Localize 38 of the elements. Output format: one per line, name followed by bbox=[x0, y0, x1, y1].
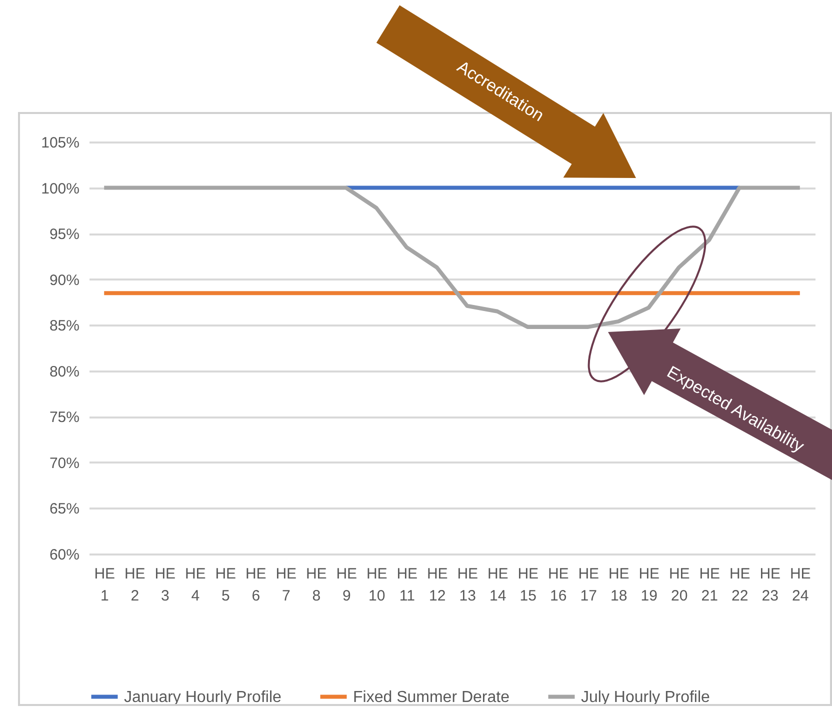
y-tick-label: 85% bbox=[49, 318, 80, 335]
legend-label: January Hourly Profile bbox=[124, 688, 282, 706]
legend-label: Fixed Summer Derate bbox=[353, 688, 510, 706]
x-tick-label: HE 16 bbox=[548, 566, 569, 604]
x-tick-label: HE 11 bbox=[396, 566, 418, 604]
x-tick-label: HE 17 bbox=[578, 566, 600, 604]
x-tick-label: HE 1 bbox=[94, 566, 116, 604]
y-tick-label: 75% bbox=[49, 409, 80, 426]
x-tick-label: HE 8 bbox=[306, 566, 327, 604]
x-tick-label: HE 6 bbox=[245, 566, 266, 604]
x-tick-label: HE 4 bbox=[184, 566, 206, 604]
x-tick-label: HE 24 bbox=[790, 566, 811, 604]
legend-label: July Hourly Profile bbox=[581, 688, 710, 706]
x-tick-label: HE 2 bbox=[124, 566, 146, 604]
x-tick-label: HE 22 bbox=[729, 566, 750, 604]
y-tick-label: 100% bbox=[41, 180, 80, 198]
line-series bbox=[102, 186, 802, 329]
y-tick-label: 105% bbox=[41, 134, 80, 152]
y-tick-label: 60% bbox=[49, 546, 80, 564]
y-tick-label: 90% bbox=[49, 272, 80, 289]
x-tick-label: HE 12 bbox=[426, 566, 448, 604]
y-tick-label: 70% bbox=[49, 454, 80, 472]
x-tick-label: HE 10 bbox=[366, 566, 388, 604]
x-tick-label: HE 21 bbox=[699, 566, 720, 604]
x-tick-label: HE 9 bbox=[336, 566, 358, 604]
x-tick-label: HE 3 bbox=[154, 566, 176, 604]
x-tick-label: HE 5 bbox=[215, 566, 236, 604]
y-tick-label: 95% bbox=[49, 226, 80, 244]
y-tick-label: 65% bbox=[49, 500, 80, 518]
x-tick-label: HE 19 bbox=[638, 566, 660, 604]
x-tick-label: HE 14 bbox=[487, 566, 508, 604]
x-tick-label: HE 18 bbox=[608, 566, 630, 604]
x-tick-label: HE 15 bbox=[518, 566, 539, 604]
x-tick-label: HE 23 bbox=[760, 566, 781, 604]
x-tick-label: HE 7 bbox=[276, 566, 297, 604]
y-tick-label: 80% bbox=[49, 363, 80, 380]
x-tick-label: HE 20 bbox=[668, 566, 690, 604]
x-tick-label: HE 13 bbox=[457, 566, 478, 604]
